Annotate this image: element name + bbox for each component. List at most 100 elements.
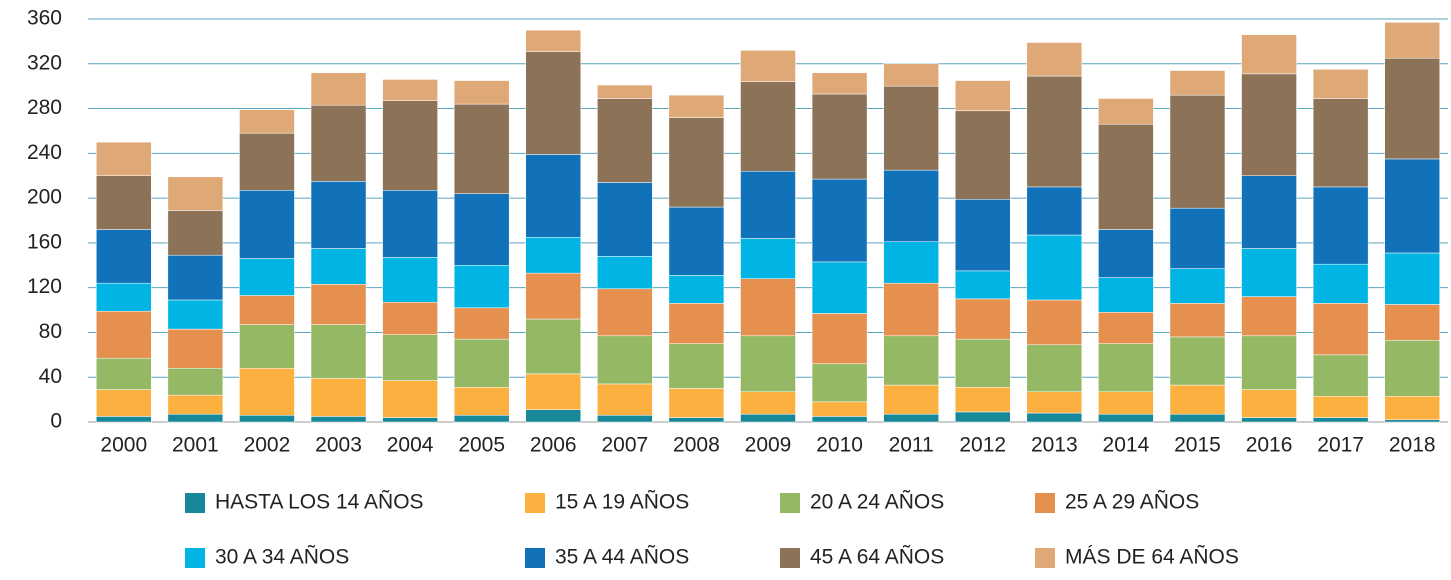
x-tick-label: 2014 [1103, 434, 1150, 457]
legend-label: 30 A 34 AÑOS [215, 545, 349, 569]
bar-segment [597, 98, 653, 183]
bar-segment [525, 237, 582, 274]
bar-segment [883, 63, 939, 87]
bar-segment [239, 258, 295, 296]
y-tick-label: 320 [27, 51, 62, 74]
bar-segment [239, 109, 295, 134]
bar-segment [167, 176, 224, 211]
bar-segment [167, 413, 224, 423]
bar-segment [883, 282, 939, 337]
bar-segment [1312, 186, 1369, 265]
bar-segment [1384, 419, 1440, 423]
bar-segment [811, 363, 868, 403]
bar-segment [1169, 336, 1226, 386]
bar-segment [1169, 268, 1226, 304]
bar-segment [453, 415, 510, 423]
bar-segment [167, 210, 224, 256]
legend-label: 25 A 29 AÑOS [1065, 490, 1199, 514]
bar-segment [954, 270, 1011, 300]
bar-segment [310, 72, 367, 106]
bar-segment [1384, 396, 1440, 421]
bar-segment [1169, 384, 1226, 415]
bar-segment [167, 368, 224, 396]
x-tick-label: 2001 [172, 434, 219, 457]
bar-segment [668, 388, 725, 418]
bar-segment [1312, 354, 1369, 397]
bar-segment [239, 190, 295, 259]
bar-segment [811, 93, 868, 180]
bar-segment [740, 335, 796, 393]
x-tick-label: 2017 [1317, 434, 1364, 457]
bar-segment [96, 310, 152, 359]
bar-segment [811, 72, 868, 95]
x-tick-label: 2013 [1031, 434, 1078, 457]
x-tick-label: 2009 [745, 434, 792, 457]
bar-segment [1098, 123, 1154, 230]
bar-segment [1312, 98, 1369, 188]
legend-label: 20 A 24 AÑOS [810, 490, 944, 514]
bar-segment [167, 254, 224, 301]
legend-swatch [1035, 493, 1055, 513]
bar-segment [1241, 248, 1297, 297]
x-tick-label: 2011 [889, 434, 934, 457]
bar-segment [310, 284, 367, 325]
bar-segment [740, 391, 796, 415]
bar-segment [239, 132, 295, 191]
bar-segment [883, 241, 939, 284]
bar-segment [1098, 391, 1154, 415]
bar-segment [883, 335, 939, 386]
x-tick-label: 2006 [530, 434, 577, 457]
bar-segment [1241, 34, 1297, 75]
bar-segment [1169, 207, 1226, 269]
bar-segment [883, 85, 939, 171]
bar-segment [1384, 252, 1440, 305]
x-tick-label: 2004 [387, 434, 434, 457]
bar-segment [1026, 234, 1083, 301]
bar-segment [96, 416, 152, 423]
legend-swatch [185, 493, 205, 513]
bar-segment [239, 324, 295, 369]
bar-segment [1241, 175, 1297, 249]
bar-segment [382, 301, 438, 335]
bar-segment [310, 104, 367, 182]
bar-segment [525, 373, 582, 410]
bar-segment [453, 265, 510, 309]
bar-segment [811, 401, 868, 417]
bar-segment [1169, 94, 1226, 209]
legend-swatch [525, 493, 545, 513]
bar-segment [954, 411, 1011, 423]
legend-swatch [525, 548, 545, 568]
bar-segment [1026, 391, 1083, 414]
x-tick-label: 2015 [1174, 434, 1221, 457]
bar-segment [310, 416, 367, 423]
bar-segment [597, 288, 653, 337]
bar-segment [954, 198, 1011, 272]
bar-segment [1241, 389, 1297, 418]
bar-segment [453, 103, 510, 194]
bar-segment [525, 409, 582, 423]
bar-segment [310, 248, 367, 285]
bar-segment [597, 84, 653, 99]
bar-segment [239, 415, 295, 423]
bar-segment [382, 334, 438, 381]
bar-segment [668, 343, 725, 389]
bar-segment [1384, 340, 1440, 397]
bar-segment [1312, 263, 1369, 304]
bar-segment [1312, 69, 1369, 99]
bar-segment [668, 206, 725, 276]
bar-segment [1026, 344, 1083, 393]
legend-swatch [780, 548, 800, 568]
bar-segment [811, 416, 868, 423]
y-tick-label: 0 [50, 410, 62, 433]
bar-segment [525, 29, 582, 52]
legend-label: 45 A 64 AÑOS [810, 545, 944, 569]
bar-segment [1026, 412, 1083, 423]
bar-segment [811, 178, 868, 263]
x-tick-label: 2016 [1246, 434, 1293, 457]
x-tick-label: 2007 [601, 434, 648, 457]
bar-segment [597, 415, 653, 423]
bar-segment [1384, 22, 1440, 59]
bar-segment [310, 181, 367, 249]
bar-segment [740, 81, 796, 172]
legend-swatch [1035, 548, 1055, 568]
